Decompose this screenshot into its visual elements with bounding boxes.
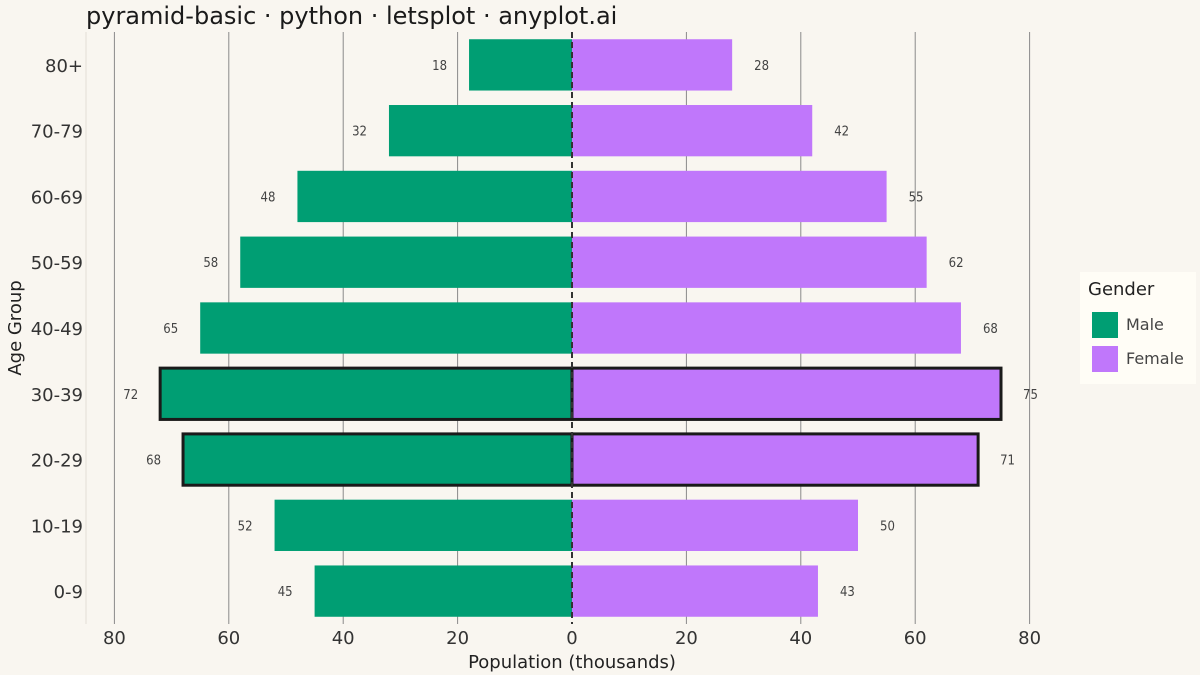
bar-male-30-39 — [158, 366, 574, 421]
data-label-male-20-29: 68 — [146, 454, 161, 469]
bar-male-0-9 — [314, 565, 572, 617]
bar-female-70-79 — [572, 105, 813, 157]
data-label-male-80+: 18 — [432, 59, 447, 74]
data-label-male-10-19: 52 — [238, 519, 253, 534]
data-label-female-60-69: 55 — [909, 190, 924, 205]
bar-female-30-39 — [570, 366, 1003, 421]
x-tick-label-0: 80 — [103, 628, 126, 649]
data-label-female-80+: 28 — [754, 59, 769, 74]
chart-title: pyramid-basic · python · letsplot · anyp… — [86, 2, 618, 30]
y-tick-label-50-59: 50-59 — [31, 253, 83, 274]
data-label-female-30-39: 75 — [1023, 388, 1038, 403]
y-tick-label-20-29: 20-29 — [31, 451, 83, 472]
legend-label-female: Female — [1126, 349, 1184, 368]
data-label-male-40-49: 65 — [163, 322, 178, 337]
x-tick-label-3: 20 — [446, 628, 469, 649]
data-label-male-0-9: 45 — [278, 585, 293, 600]
data-label-female-50-59: 62 — [949, 256, 964, 271]
x-tick-label-2: 40 — [332, 628, 355, 649]
bar-female-0-9 — [572, 565, 818, 617]
legend-label-male: Male — [1126, 315, 1164, 334]
legend-title: Gender — [1088, 279, 1155, 300]
data-label-male-70-79: 32 — [352, 125, 367, 140]
y-tick-label-60-69: 60-69 — [31, 187, 83, 208]
bar-male-60-69 — [297, 170, 572, 223]
x-tick-label-4: 0 — [566, 628, 577, 649]
y-tick-label-30-39: 30-39 — [31, 385, 83, 406]
bar-female-20-29 — [570, 432, 980, 487]
data-label-male-60-69: 48 — [261, 190, 276, 205]
x-tick-label-8: 80 — [1018, 628, 1041, 649]
bar-male-70-79 — [388, 105, 572, 157]
bar-female-50-59 — [572, 236, 927, 288]
bar-female-80+ — [572, 39, 733, 91]
legend-item-female: Female — [1092, 346, 1196, 374]
bar-male-40-49 — [200, 302, 572, 354]
bar-female-40-49 — [572, 302, 961, 354]
x-tick-label-1: 60 — [217, 628, 240, 649]
data-label-female-0-9: 43 — [840, 585, 855, 600]
legend-item-male: Male — [1092, 312, 1196, 340]
bar-female-10-19 — [572, 499, 858, 551]
legend-swatch-male — [1092, 312, 1118, 338]
bar-male-50-59 — [240, 236, 573, 288]
x-tick-label-5: 20 — [675, 628, 698, 649]
bar-male-80+ — [469, 39, 572, 91]
data-label-female-40-49: 68 — [983, 322, 998, 337]
x-tick-label-6: 40 — [789, 628, 812, 649]
y-tick-label-70-79: 70-79 — [31, 122, 83, 143]
x-tick-label-7: 60 — [904, 628, 927, 649]
bar-male-10-19 — [274, 499, 572, 551]
x-axis-title: Population (thousands) — [468, 652, 676, 673]
data-label-male-50-59: 58 — [203, 256, 218, 271]
legend-swatch-female — [1092, 346, 1118, 372]
y-tick-label-0-9: 0-9 — [54, 582, 83, 603]
y-tick-label-10-19: 10-19 — [31, 516, 83, 537]
data-label-female-20-29: 71 — [1000, 454, 1015, 469]
y-tick-label-40-49: 40-49 — [31, 319, 83, 340]
y-axis-title: Age Group — [5, 280, 26, 375]
bar-female-60-69 — [572, 170, 887, 223]
legend: Gender Male Female — [1080, 272, 1196, 384]
bar-male-20-29 — [181, 432, 574, 487]
data-label-female-70-79: 42 — [834, 125, 849, 140]
y-tick-label-80+: 80+ — [45, 56, 83, 77]
data-label-male-30-39: 72 — [123, 388, 138, 403]
data-label-female-10-19: 50 — [880, 519, 895, 534]
